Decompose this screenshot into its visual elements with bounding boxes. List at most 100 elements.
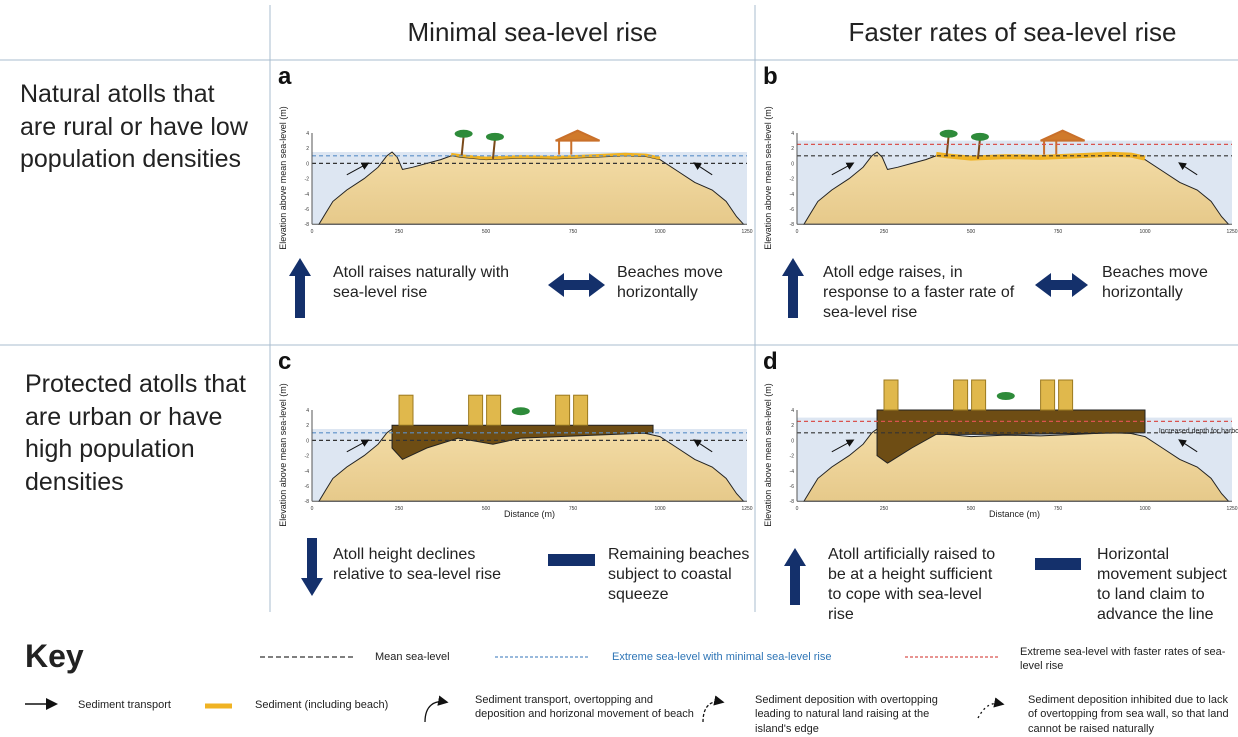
y-tick-label: -4 bbox=[790, 192, 795, 198]
x-tick-label: 250 bbox=[395, 229, 404, 235]
palm-leaves bbox=[455, 130, 473, 138]
x-tick-label: 250 bbox=[880, 506, 889, 512]
y-tick-label: 2 bbox=[791, 423, 794, 429]
caption: Atoll height declines relative to sea-le… bbox=[333, 545, 528, 585]
y-tick-label: -8 bbox=[305, 499, 310, 505]
y-tick-label: 0 bbox=[791, 438, 794, 444]
y-tick-label: -6 bbox=[305, 484, 310, 490]
page: {"header": {"columns": ["Minimal sea-lev… bbox=[0, 0, 1238, 737]
palm-leaves bbox=[486, 133, 504, 141]
y-tick-label: 4 bbox=[791, 408, 794, 414]
building bbox=[884, 380, 898, 410]
x-tick-label: 750 bbox=[569, 506, 578, 512]
y-tick-label: -2 bbox=[790, 177, 795, 183]
y-tick-label: 0 bbox=[306, 438, 309, 444]
x-tick-label: 250 bbox=[395, 506, 404, 512]
x-tick-label: 500 bbox=[967, 229, 976, 235]
key-item: Sediment transport bbox=[78, 698, 171, 712]
y-tick-label: 0 bbox=[306, 161, 309, 167]
row-label: Protected atolls that are urban or have … bbox=[25, 368, 260, 498]
y-tick-label: 4 bbox=[306, 408, 309, 414]
y-tick-label: -2 bbox=[305, 177, 310, 183]
panel-letter: c bbox=[278, 348, 291, 375]
y-tick-label: 4 bbox=[791, 131, 794, 137]
y-axis-label: Elevation above mean sea-level (m) bbox=[763, 383, 773, 527]
y-tick-label: 4 bbox=[306, 131, 309, 137]
palm-leaves bbox=[971, 133, 989, 141]
hut bbox=[556, 131, 600, 155]
y-tick-label: -8 bbox=[790, 222, 795, 228]
y-tick-label: -6 bbox=[790, 484, 795, 490]
x-axis-label: Distance (m) bbox=[504, 509, 555, 519]
building bbox=[556, 395, 570, 425]
panel-letter: d bbox=[763, 348, 778, 375]
key-curve bbox=[425, 702, 446, 722]
y-tick-label: 0 bbox=[791, 161, 794, 167]
y-axis-label: Elevation above mean sea-level (m) bbox=[278, 383, 288, 527]
palm-leaves bbox=[512, 407, 530, 415]
y-tick-label: -6 bbox=[305, 207, 310, 213]
x-tick-label: 1250 bbox=[1226, 506, 1237, 512]
panel-letter: a bbox=[278, 63, 292, 90]
building bbox=[954, 380, 968, 410]
y-tick-label: -8 bbox=[305, 222, 310, 228]
key-item: Extreme sea-level with faster rates of s… bbox=[1020, 645, 1230, 674]
building bbox=[469, 395, 483, 425]
x-tick-label: 500 bbox=[482, 506, 491, 512]
key-item: Sediment transport, overtopping and depo… bbox=[475, 693, 695, 722]
key-curve bbox=[978, 703, 1002, 718]
y-tick-label: -8 bbox=[790, 499, 795, 505]
x-tick-label: 1250 bbox=[741, 506, 752, 512]
y-tick-label: 2 bbox=[791, 146, 794, 152]
x-tick-label: 750 bbox=[1054, 229, 1063, 235]
annotation: Increased depth for harbour bbox=[1159, 428, 1238, 435]
key-item: Sediment deposition inhibited due to lac… bbox=[1028, 693, 1233, 736]
key-item: Mean sea-level bbox=[375, 650, 450, 664]
y-tick-label: -4 bbox=[305, 469, 310, 475]
building bbox=[1059, 380, 1073, 410]
arrow-up bbox=[289, 258, 311, 318]
y-tick-label: 2 bbox=[306, 423, 309, 429]
caption: Horizontal movement subject to land clai… bbox=[1097, 545, 1235, 625]
bar bbox=[1035, 558, 1081, 570]
caption: Beaches move horizontally bbox=[1102, 263, 1232, 303]
key-title: Key bbox=[25, 636, 84, 676]
arrow-up bbox=[782, 258, 804, 318]
arrow-horizontal bbox=[1035, 273, 1088, 297]
arrow-up bbox=[784, 548, 806, 605]
arrow-horizontal bbox=[548, 273, 605, 297]
building bbox=[399, 395, 413, 425]
caption: Atoll raises naturally with sea-level ri… bbox=[333, 263, 513, 303]
building bbox=[972, 380, 986, 410]
key-item: Sediment (including beach) bbox=[255, 698, 388, 712]
palm-leaves bbox=[997, 392, 1015, 400]
x-tick-label: 0 bbox=[311, 506, 314, 512]
caption: Atoll artificially raised to be at a hei… bbox=[828, 545, 1003, 625]
building bbox=[1041, 380, 1055, 410]
y-axis-label: Elevation above mean sea-level (m) bbox=[763, 106, 773, 250]
bar bbox=[548, 554, 595, 566]
y-tick-label: -2 bbox=[305, 454, 310, 460]
caption: Beaches move horizontally bbox=[617, 263, 747, 303]
y-axis-label: Elevation above mean sea-level (m) bbox=[278, 106, 288, 250]
y-tick-label: -2 bbox=[790, 454, 795, 460]
x-tick-label: 1000 bbox=[654, 229, 665, 235]
x-tick-label: 1000 bbox=[1139, 229, 1150, 235]
panel-letter: b bbox=[763, 63, 778, 90]
panel: dDistance (m)420-2-4-6-80250500750100012… bbox=[763, 348, 1238, 527]
x-tick-label: 250 bbox=[880, 229, 889, 235]
column-header: Faster rates of sea-level rise bbox=[780, 16, 1238, 49]
key-item: Extreme sea-level with minimal sea-level… bbox=[612, 650, 831, 664]
caption: Remaining beaches subject to coastal squ… bbox=[608, 545, 753, 605]
x-tick-label: 500 bbox=[482, 229, 491, 235]
y-tick-label: 2 bbox=[306, 146, 309, 152]
y-tick-label: -6 bbox=[790, 207, 795, 213]
x-tick-label: 1250 bbox=[741, 229, 752, 235]
key-item: Sediment deposition with overtopping lea… bbox=[755, 693, 965, 736]
x-tick-label: 1000 bbox=[654, 506, 665, 512]
arrow-down bbox=[301, 538, 323, 596]
x-tick-label: 1250 bbox=[1226, 229, 1237, 235]
